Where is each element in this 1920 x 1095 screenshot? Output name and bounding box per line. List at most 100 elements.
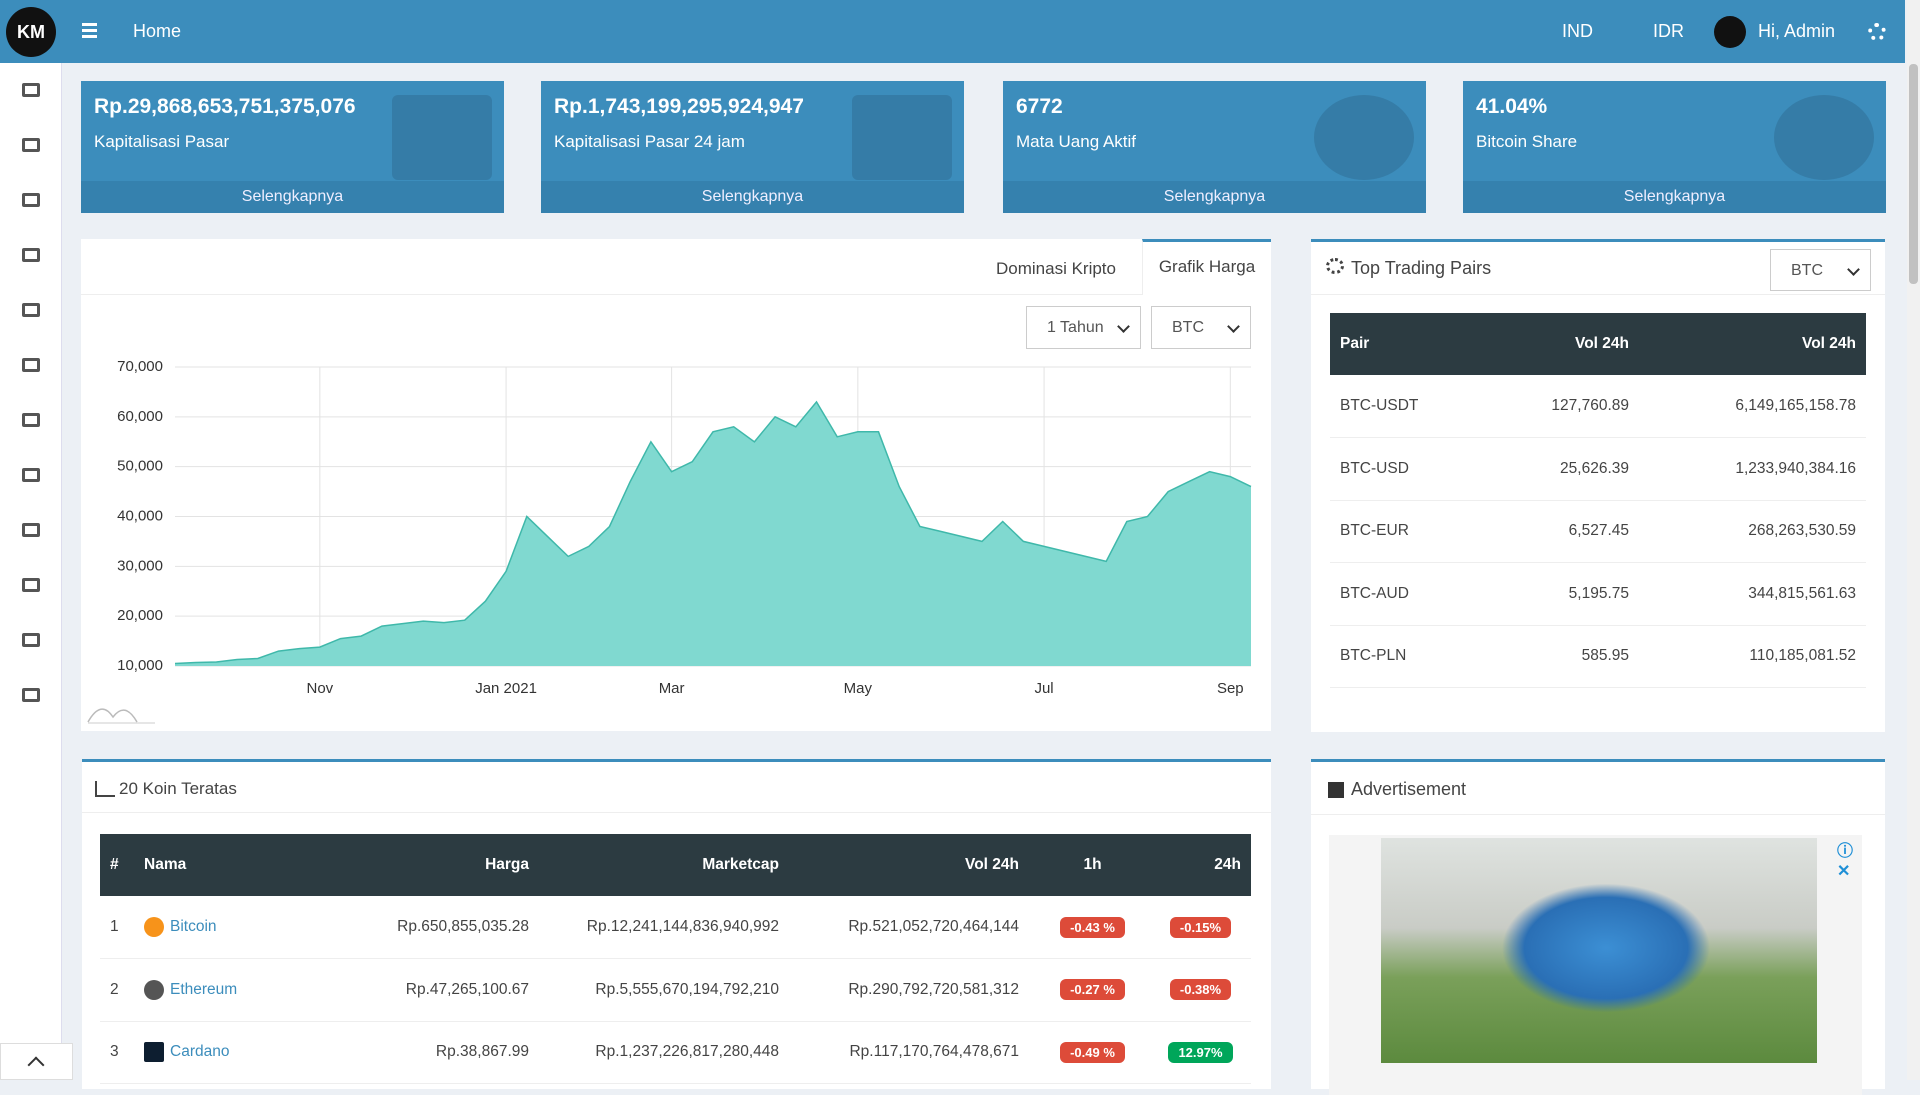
y-tick-label: 70,000 <box>117 358 163 375</box>
avatar <box>1714 16 1746 48</box>
sidebar-icon[interactable] <box>22 578 40 592</box>
sidebar-icon[interactable] <box>22 248 40 262</box>
trading-pairs-panel: Top Trading Pairs BTC Pair Vol 24h Vol 24h… <box>1311 239 1885 732</box>
cell: 2 <box>100 958 138 1022</box>
divider <box>1311 294 1885 295</box>
cell: BTC-USD <box>1330 437 1500 501</box>
tab-line <box>81 294 1271 295</box>
coins-table: # Nama Harga Marketcap Vol 24h 1h 24h 1 Bitcoin R… <box>100 834 1251 1084</box>
cell: -0.27 % <box>1035 958 1150 1022</box>
pair-row: BTC-USD 25,626.39 1,233,940,384.16 <box>1330 437 1866 501</box>
ad-close[interactable]: ⓘ ✕ <box>1837 843 1854 880</box>
cell: Rp.650,855,035.28 <box>330 896 545 959</box>
stat-link[interactable]: Selengkapnya <box>1463 181 1886 213</box>
sidebar-icon[interactable] <box>22 468 40 482</box>
x-tick-label: Sep <box>1217 680 1244 697</box>
pair-row: BTC-AUD 5,195.75 344,815,561.63 <box>1330 562 1866 626</box>
stat-card: Rp.1,743,199,295,924,947 Kapitalisasi Pas… <box>541 81 964 213</box>
column-header: Harga <box>330 834 545 896</box>
sidebar-icon[interactable] <box>22 303 40 317</box>
y-tick-label: 50,000 <box>117 458 163 475</box>
gears-icon <box>1326 258 1344 274</box>
ad-panel: Advertisement ⓘ ✕ <box>1311 759 1885 1095</box>
coin-row: 2 Ethereum Rp.47,265,100.67 Rp.5,555,670,19… <box>100 958 1251 1022</box>
language[interactable]: IND <box>1562 21 1593 41</box>
stat-value: Rp.29,868,653,751,375,076 <box>94 95 356 118</box>
sidebar-icon[interactable] <box>22 193 40 207</box>
scroll-top[interactable] <box>0 1043 73 1080</box>
tab-active[interactable]: Grafik Harga <box>1142 239 1271 295</box>
panel-title: Advertisement <box>1351 779 1467 799</box>
scroll-thumb[interactable] <box>1909 64 1918 284</box>
y-tick-label: 10,000 <box>117 657 163 674</box>
price-line <box>174 400 1252 665</box>
cell: -0.43 % <box>1035 896 1150 959</box>
coin-name[interactable]: Cardano <box>170 1043 230 1061</box>
stat-icon <box>852 95 952 180</box>
currency[interactable]: IDR <box>1653 21 1684 41</box>
panel-title: Top Trading Pairs <box>1351 258 1492 278</box>
top-bar: KM Home IND IDR Hi, Admin <box>0 0 1905 63</box>
menu-toggle[interactable] <box>82 23 97 26</box>
coin-row: 1 Bitcoin Rp.650,855,035.28 Rp.12,241,144,8… <box>100 896 1251 959</box>
x-tick-label: May <box>844 680 873 697</box>
x-tick-label: Nov <box>307 680 334 697</box>
sidebar-icon[interactable] <box>22 523 40 537</box>
divider <box>82 812 1271 813</box>
change-badge: -0.38% <box>1169 979 1232 1001</box>
cell: 268,263,530.59 <box>1645 500 1866 563</box>
y-tick-label: 30,000 <box>117 557 163 574</box>
cell: 25,626.39 <box>1500 437 1645 501</box>
cell: Rp.117,170,764,478,671 <box>795 1021 1035 1084</box>
header-row: Pair Vol 24h Vol 24h <box>1330 313 1866 375</box>
cell: BTC-USDT <box>1330 375 1500 438</box>
change-badge: -0.43 % <box>1060 916 1125 938</box>
stat-card: Rp.29,868,653,751,375,076 Kapitalisasi Pa… <box>81 81 504 213</box>
column-header: # <box>100 834 138 896</box>
coin-name[interactable]: Ethereum <box>170 980 238 998</box>
chevron <box>27 1056 45 1074</box>
sidebar-icon[interactable] <box>22 413 40 427</box>
nav-home[interactable]: Home <box>133 21 182 41</box>
cell: 127,760.89 <box>1500 375 1645 438</box>
cell: 6,149,165,158.78 <box>1645 375 1866 438</box>
panel-title: 20 Koin Teratas <box>119 779 237 798</box>
x-tick-label: Jan 2021 <box>475 680 537 697</box>
stat-link[interactable]: Selengkapnya <box>1003 181 1426 213</box>
sidebar-icon[interactable] <box>22 633 40 647</box>
top-coins-panel: 20 Koin Teratas # Nama Harga Marketcap Vol 2… <box>82 759 1271 1089</box>
ad-image[interactable] <box>1381 838 1817 1063</box>
pair-select[interactable]: BTC <box>1770 249 1871 291</box>
sidebar-icon[interactable] <box>22 83 40 97</box>
y-tick-label: 20,000 <box>117 607 163 624</box>
sidebar <box>0 63 62 1080</box>
coin-name[interactable]: Bitcoin <box>170 918 217 935</box>
y-tick-label: 60,000 <box>117 408 163 425</box>
settings[interactable] <box>1868 23 1886 41</box>
stat-link[interactable]: Selengkapnya <box>541 181 964 213</box>
cell: -0.49 % <box>1035 1021 1150 1084</box>
logo[interactable]: KM <box>6 7 56 57</box>
header-row: # Nama Harga Marketcap Vol 24h 1h 24h <box>100 834 1251 896</box>
sidebar-icon[interactable] <box>22 138 40 152</box>
cell: Rp.521,052,720,464,144 <box>795 896 1035 959</box>
cell: BTC-EUR <box>1330 500 1500 563</box>
sidebar-icon[interactable] <box>22 688 40 702</box>
period-select[interactable]: 1 Tahun <box>1026 306 1141 349</box>
coin-select[interactable]: BTC <box>1151 306 1251 349</box>
cell: 5,195.75 <box>1500 562 1645 626</box>
column-header: Vol 24h <box>1645 313 1866 375</box>
column-header: Vol 24h <box>1500 313 1645 375</box>
stat-value: 6772 <box>1016 95 1063 118</box>
coin-icon <box>144 917 164 937</box>
pairs-table: Pair Vol 24h Vol 24h BTC-USDT 127,760.89 6,14… <box>1330 313 1866 688</box>
cell: 1 <box>100 896 138 959</box>
sidebar-icon[interactable] <box>22 358 40 372</box>
stat-icon <box>1774 95 1874 180</box>
pair-row: BTC-USDT 127,760.89 6,149,165,158.78 <box>1330 375 1866 438</box>
stat-link[interactable]: Selengkapnya <box>81 181 504 213</box>
cell: 110,185,081.52 <box>1645 625 1866 688</box>
pair-row: BTC-PLN 585.95 110,185,081.52 <box>1330 625 1866 688</box>
tab[interactable]: Dominasi Kripto <box>996 259 1116 278</box>
user-menu[interactable]: Hi, Admin <box>1758 21 1836 41</box>
